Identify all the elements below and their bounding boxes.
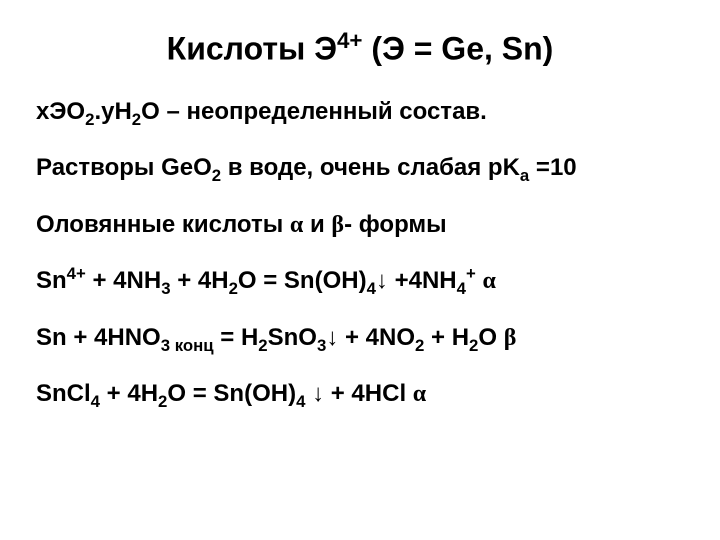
line-1: xЭО2.yH2O – неопределенный состав. (36, 96, 684, 131)
beta-icon: β (504, 325, 517, 351)
l5-a: Sn + 4HNO (36, 324, 161, 351)
line-6: SnCl4 + 4H2O = Sn(OH)4 ↓ + 4HCl α (36, 378, 684, 413)
l2-c: в воде, очень слабая pK (221, 154, 520, 181)
l6-c: + 4H (100, 380, 158, 407)
l4-c: + 4NH (86, 267, 161, 294)
line-4: Sn4+ + 4NH3 + 4H2O = Sn(OH)4↓ +4NH4+ α (36, 263, 684, 300)
l6-a: SnCl (36, 380, 91, 407)
l1-d: 2 (132, 109, 141, 128)
l1-a: xЭО (36, 98, 85, 125)
l5-h: 2 (415, 336, 424, 355)
l6-b: 4 (91, 392, 100, 411)
title-text-1: Кислоты Э (167, 31, 337, 67)
l4-j: 4 (457, 279, 466, 298)
l5-d: 2 (258, 336, 267, 355)
alpha-icon: α (290, 212, 303, 238)
l2-e: =10 (529, 154, 576, 181)
l1-c: .yH (94, 98, 131, 125)
l4-g: O = Sn(OH) (238, 267, 367, 294)
slide: Кислоты Э4+ (Э = Ge, Sn) xЭО2.yH2O – нео… (0, 0, 720, 540)
line-5: Sn + 4HNO3 конц = H2SnO3↓ + 4NO2 + H2O β (36, 322, 684, 357)
alpha-icon: α (413, 381, 426, 407)
l4-b: 4+ (67, 264, 86, 283)
l2-a: Растворы GeO (36, 154, 212, 181)
slide-title: Кислоты Э4+ (Э = Ge, Sn) (36, 28, 684, 68)
l4-d: 3 (161, 279, 170, 298)
l5-j: 2 (469, 336, 478, 355)
l4-a: Sn (36, 267, 67, 294)
l5-k: O (478, 324, 503, 351)
title-text-2: (Э = Ge, Sn) (363, 31, 554, 67)
l3-b: и (303, 211, 331, 238)
l2-d: a (520, 166, 529, 185)
l3-a: Оловянные кислоты (36, 211, 290, 238)
l4-i: ↓ +4NH (376, 267, 457, 294)
l5-c: = H (214, 324, 259, 351)
line-3: Оловянные кислоты α и β- формы (36, 209, 684, 241)
l4-k: + (466, 264, 476, 283)
l5-f: 3 (317, 336, 326, 355)
l4-e: + 4H (171, 267, 229, 294)
l2-b: 2 (212, 166, 221, 185)
l5-b: 3 конц (161, 336, 214, 355)
title-sup: 4+ (337, 28, 363, 53)
l3-c: - формы (344, 211, 447, 238)
l4-h: 4 (367, 279, 376, 298)
l6-g: ↓ + 4HCl (305, 380, 412, 407)
l1-e: O – неопределенный состав. (141, 98, 487, 125)
line-2: Растворы GeO2 в воде, очень слабая pKa =… (36, 152, 684, 187)
l5-e: SnO (268, 324, 317, 351)
l4-f: 2 (229, 279, 238, 298)
l6-e: O = Sn(OH) (167, 380, 296, 407)
alpha-icon: α (482, 268, 495, 294)
l6-d: 2 (158, 392, 167, 411)
l5-g: ↓ + 4NO (326, 324, 415, 351)
l6-f: 4 (296, 392, 305, 411)
beta-icon: β (331, 212, 344, 238)
l5-i: + H (424, 324, 469, 351)
